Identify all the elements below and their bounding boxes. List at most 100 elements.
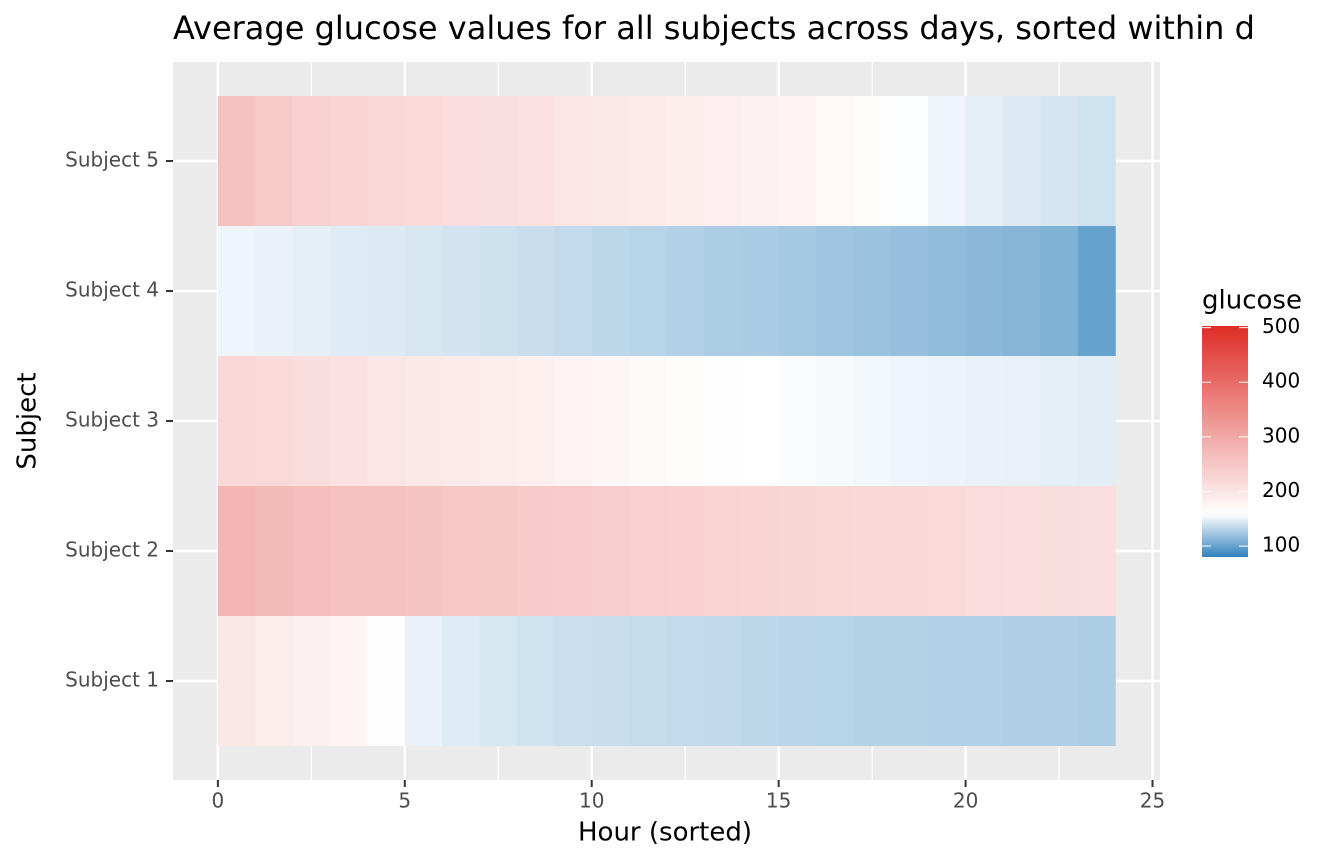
heat-tile: [255, 616, 294, 746]
heat-tile: [479, 356, 518, 486]
heat-tile: [217, 96, 256, 226]
heat-tile: [928, 96, 967, 226]
heat-tile: [479, 486, 518, 616]
heat-tile: [1077, 96, 1116, 226]
x-tick-label: 15: [766, 789, 791, 813]
heat-tile: [404, 616, 443, 746]
x-tick-label: 20: [953, 789, 978, 813]
heat-tile: [292, 226, 331, 356]
heat-tile: [367, 96, 406, 226]
heat-tile: [404, 96, 443, 226]
heat-tile: [404, 356, 443, 486]
heat-tile: [816, 96, 855, 226]
heat-tile: [591, 356, 630, 486]
heat-tile: [778, 96, 817, 226]
heat-tile: [330, 96, 369, 226]
heat-tile: [666, 226, 705, 356]
heat-tile: [516, 616, 555, 746]
y-tick-label: Subject 3: [65, 408, 159, 432]
heat-tile: [292, 486, 331, 616]
heat-tile: [442, 616, 481, 746]
heat-tile: [965, 356, 1004, 486]
heat-tile: [404, 226, 443, 356]
heat-tile: [965, 486, 1004, 616]
heat-tile: [853, 356, 892, 486]
heat-tile: [367, 356, 406, 486]
chart-title: Average glucose values for all subjects …: [173, 9, 1255, 47]
heat-tile: [516, 356, 555, 486]
heat-tile: [816, 616, 855, 746]
heat-tile: [853, 616, 892, 746]
heat-tile: [1002, 96, 1041, 226]
heat-tile: [479, 616, 518, 746]
heat-tile: [217, 616, 256, 746]
heat-tile: [890, 616, 929, 746]
heat-tile: [1077, 486, 1116, 616]
heat-tile: [890, 226, 929, 356]
heat-tile: [1002, 616, 1041, 746]
heat-tile: [479, 226, 518, 356]
heat-tile: [330, 226, 369, 356]
heat-tile: [255, 96, 294, 226]
heat-tile: [1040, 356, 1079, 486]
legend-tick-label: 400: [1262, 369, 1300, 393]
y-axis-label: Subject: [13, 372, 43, 469]
heat-tile: [1040, 486, 1079, 616]
heat-tile: [1040, 616, 1079, 746]
heat-tile: [1002, 356, 1041, 486]
heat-tile: [404, 486, 443, 616]
heat-tile: [255, 486, 294, 616]
x-tick-label: 25: [1140, 789, 1165, 813]
heat-tile: [741, 96, 780, 226]
heat-tile: [890, 486, 929, 616]
x-tick-label: 0: [211, 789, 224, 813]
heat-tile: [965, 226, 1004, 356]
heat-tile: [255, 356, 294, 486]
heat-tile: [778, 486, 817, 616]
heat-tile: [816, 356, 855, 486]
heat-tile: [703, 356, 742, 486]
heat-tile: [965, 616, 1004, 746]
heat-tile: [255, 226, 294, 356]
heat-tile: [928, 616, 967, 746]
heat-tile: [666, 356, 705, 486]
heat-tile: [367, 616, 406, 746]
x-tick-label: 10: [579, 789, 604, 813]
heat-tile: [703, 96, 742, 226]
heat-tile: [778, 616, 817, 746]
heat-tile: [853, 96, 892, 226]
heat-tile: [442, 356, 481, 486]
x-tick-label: 5: [398, 789, 411, 813]
heat-tile: [442, 226, 481, 356]
heat-tile: [853, 486, 892, 616]
heat-tile: [292, 616, 331, 746]
heat-tile: [629, 226, 668, 356]
heat-tile: [516, 486, 555, 616]
heat-tile: [516, 96, 555, 226]
heat-tile: [928, 226, 967, 356]
y-tick-label: Subject 4: [65, 278, 159, 302]
heat-tile: [778, 356, 817, 486]
legend-tick-label: 100: [1262, 533, 1300, 557]
y-tick-label: Subject 5: [65, 148, 159, 172]
heat-tile: [330, 616, 369, 746]
heat-tile: [741, 356, 780, 486]
heat-tile: [629, 486, 668, 616]
heat-tile: [554, 486, 593, 616]
heat-tile: [666, 486, 705, 616]
heat-tile: [330, 356, 369, 486]
heat-tile: [591, 486, 630, 616]
heat-tile: [666, 96, 705, 226]
heat-tile: [890, 96, 929, 226]
heat-tile: [1077, 616, 1116, 746]
heat-tile: [1077, 226, 1116, 356]
heat-tile: [1002, 486, 1041, 616]
heat-tile: [703, 616, 742, 746]
heat-tile: [629, 96, 668, 226]
heat-tile: [591, 226, 630, 356]
heat-tile: [816, 226, 855, 356]
y-tick-label: Subject 2: [65, 538, 159, 562]
heat-tile: [741, 486, 780, 616]
heat-tile: [890, 356, 929, 486]
